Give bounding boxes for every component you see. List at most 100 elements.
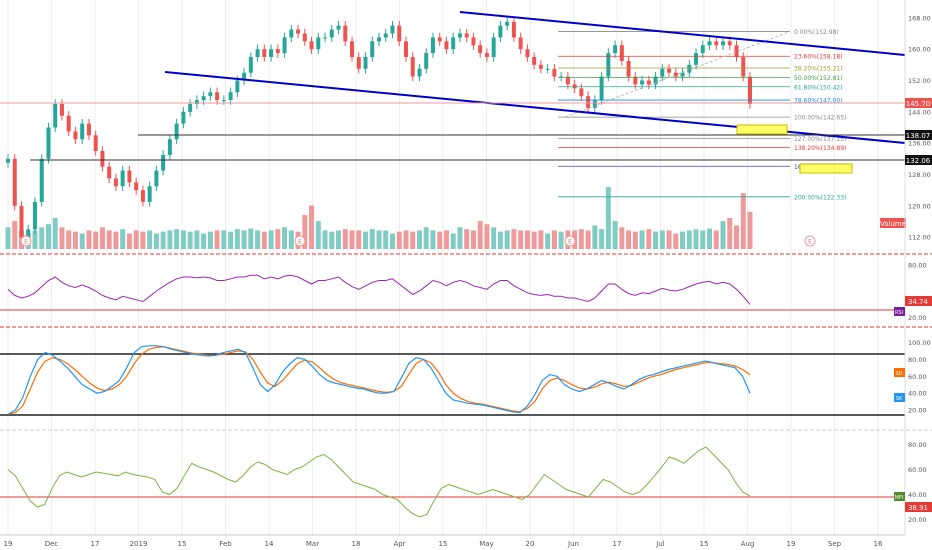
stoch-d-name: SD <box>895 371 902 377</box>
volume-bar <box>673 233 679 249</box>
volume-bar <box>484 224 490 249</box>
mfi-line <box>7 446 751 518</box>
fib-retracement[interactable]: 0.00%(152.98) 23.60%(158.18) 38.20%(155.21… <box>558 29 846 201</box>
level-a-tag <box>905 130 932 140</box>
earnings-marker-icon <box>294 235 306 247</box>
rsi-pane[interactable] <box>0 274 905 311</box>
volume-bar <box>450 233 456 249</box>
volume-bars <box>5 187 753 249</box>
candle-body <box>444 41 449 50</box>
candle-body <box>174 123 179 140</box>
candle-body <box>505 21 510 26</box>
candle-body <box>491 37 496 57</box>
volume-bar <box>605 187 611 249</box>
candle-body <box>417 68 422 77</box>
grid <box>7 0 879 535</box>
fib-label: 138.20%(134.89) <box>794 145 846 152</box>
volume-bar <box>430 230 436 249</box>
volume-bar <box>194 230 200 249</box>
time-tick-label: 15 <box>439 540 448 548</box>
rsi-name: RSI <box>895 310 903 316</box>
stoch-tick-label: 20.00 <box>908 407 927 415</box>
fib-label: 127.00%(137.15) <box>794 136 846 143</box>
candle-body <box>606 53 611 77</box>
candle-body <box>201 96 206 101</box>
candle-body <box>403 41 408 57</box>
time-axis[interactable]: 19 Dec 17 2019 15 Feb 14 Mar 18 Apr 15 May 20 Jun 17 Ju… <box>0 534 905 548</box>
candle-body <box>673 72 678 77</box>
candle-body <box>66 115 71 132</box>
candle-body <box>167 139 172 155</box>
stoch-tick-label: 60.00 <box>908 373 927 381</box>
candle-body <box>248 57 253 73</box>
volume-bar <box>187 231 193 249</box>
mfi-pane[interactable] <box>0 446 905 518</box>
stoch-k-line <box>7 345 751 415</box>
earnings-marker-label: E <box>298 239 302 246</box>
channel-upper-line[interactable] <box>459 11 906 56</box>
volume-bar <box>309 205 315 249</box>
candle-body <box>390 25 395 34</box>
volume-bar <box>167 230 173 249</box>
time-tick-label: Feb <box>219 540 232 548</box>
volume-bar <box>201 233 207 249</box>
candle-body <box>93 135 98 151</box>
volume-bar <box>99 227 105 249</box>
volume-bar <box>747 211 753 249</box>
candle-body <box>120 170 125 187</box>
volume-bar <box>713 230 719 249</box>
fib-highlight-127 <box>736 124 788 135</box>
volume-bar <box>504 230 510 249</box>
candle-body <box>343 25 348 42</box>
stoch-k-tag <box>894 393 905 402</box>
earnings-marker-label: E <box>568 239 572 246</box>
candle-body <box>734 45 739 57</box>
candle-body <box>235 80 240 93</box>
candle-body <box>309 41 314 50</box>
volume-bar <box>558 231 564 249</box>
fib-label: 200.00%(122.33) <box>794 194 846 201</box>
fib-trend-line <box>564 31 791 118</box>
volume-bar <box>153 233 159 249</box>
rsi-line <box>7 274 751 305</box>
candle-body <box>329 29 334 38</box>
stochastic-pane[interactable] <box>0 345 905 416</box>
time-tick-label: Jul <box>655 540 665 548</box>
candle-body <box>32 201 37 230</box>
volume-bar <box>464 229 470 249</box>
last-price-label: 145.70 <box>906 100 931 108</box>
channel-lower-line[interactable] <box>164 71 906 144</box>
volume-bar <box>403 230 409 249</box>
candle-body <box>633 76 638 85</box>
volume-bar <box>93 231 99 249</box>
candle-body <box>188 104 193 112</box>
last-price-tag <box>905 98 932 108</box>
volume-bar <box>180 230 186 249</box>
fib-label: 38.20%(155.21) <box>794 65 843 72</box>
volume-bar <box>248 228 254 249</box>
candle-body <box>707 41 712 46</box>
volume-label: Volume <box>880 220 906 228</box>
candle-body <box>430 37 435 54</box>
price-pane[interactable]: 0.00%(152.98) 23.60%(158.18) 38.20%(155.21… <box>0 11 906 249</box>
time-tick-label: Dec <box>45 540 59 548</box>
candle-body <box>538 64 543 69</box>
candle-body <box>471 37 476 46</box>
rsi-value: 34.74 <box>908 298 929 306</box>
candlesticks <box>6 17 752 242</box>
volume-bar <box>383 230 389 249</box>
volume-bar <box>626 230 632 249</box>
candle-body <box>100 151 105 167</box>
candle-body <box>667 68 672 73</box>
volume-bar <box>612 221 618 249</box>
candle-body <box>498 25 503 38</box>
volume-bar <box>470 230 476 249</box>
candle-body <box>350 41 355 57</box>
volume-bar <box>477 221 483 249</box>
mfi-tick-label: 80.00 <box>908 441 927 449</box>
level-b-tag <box>905 155 932 165</box>
price-axis[interactable]: 168.00 160.00 152.00 144.00 136.00 128.00 120.… <box>904 0 931 535</box>
fib-label: 61.80%(150.42) <box>794 84 843 91</box>
